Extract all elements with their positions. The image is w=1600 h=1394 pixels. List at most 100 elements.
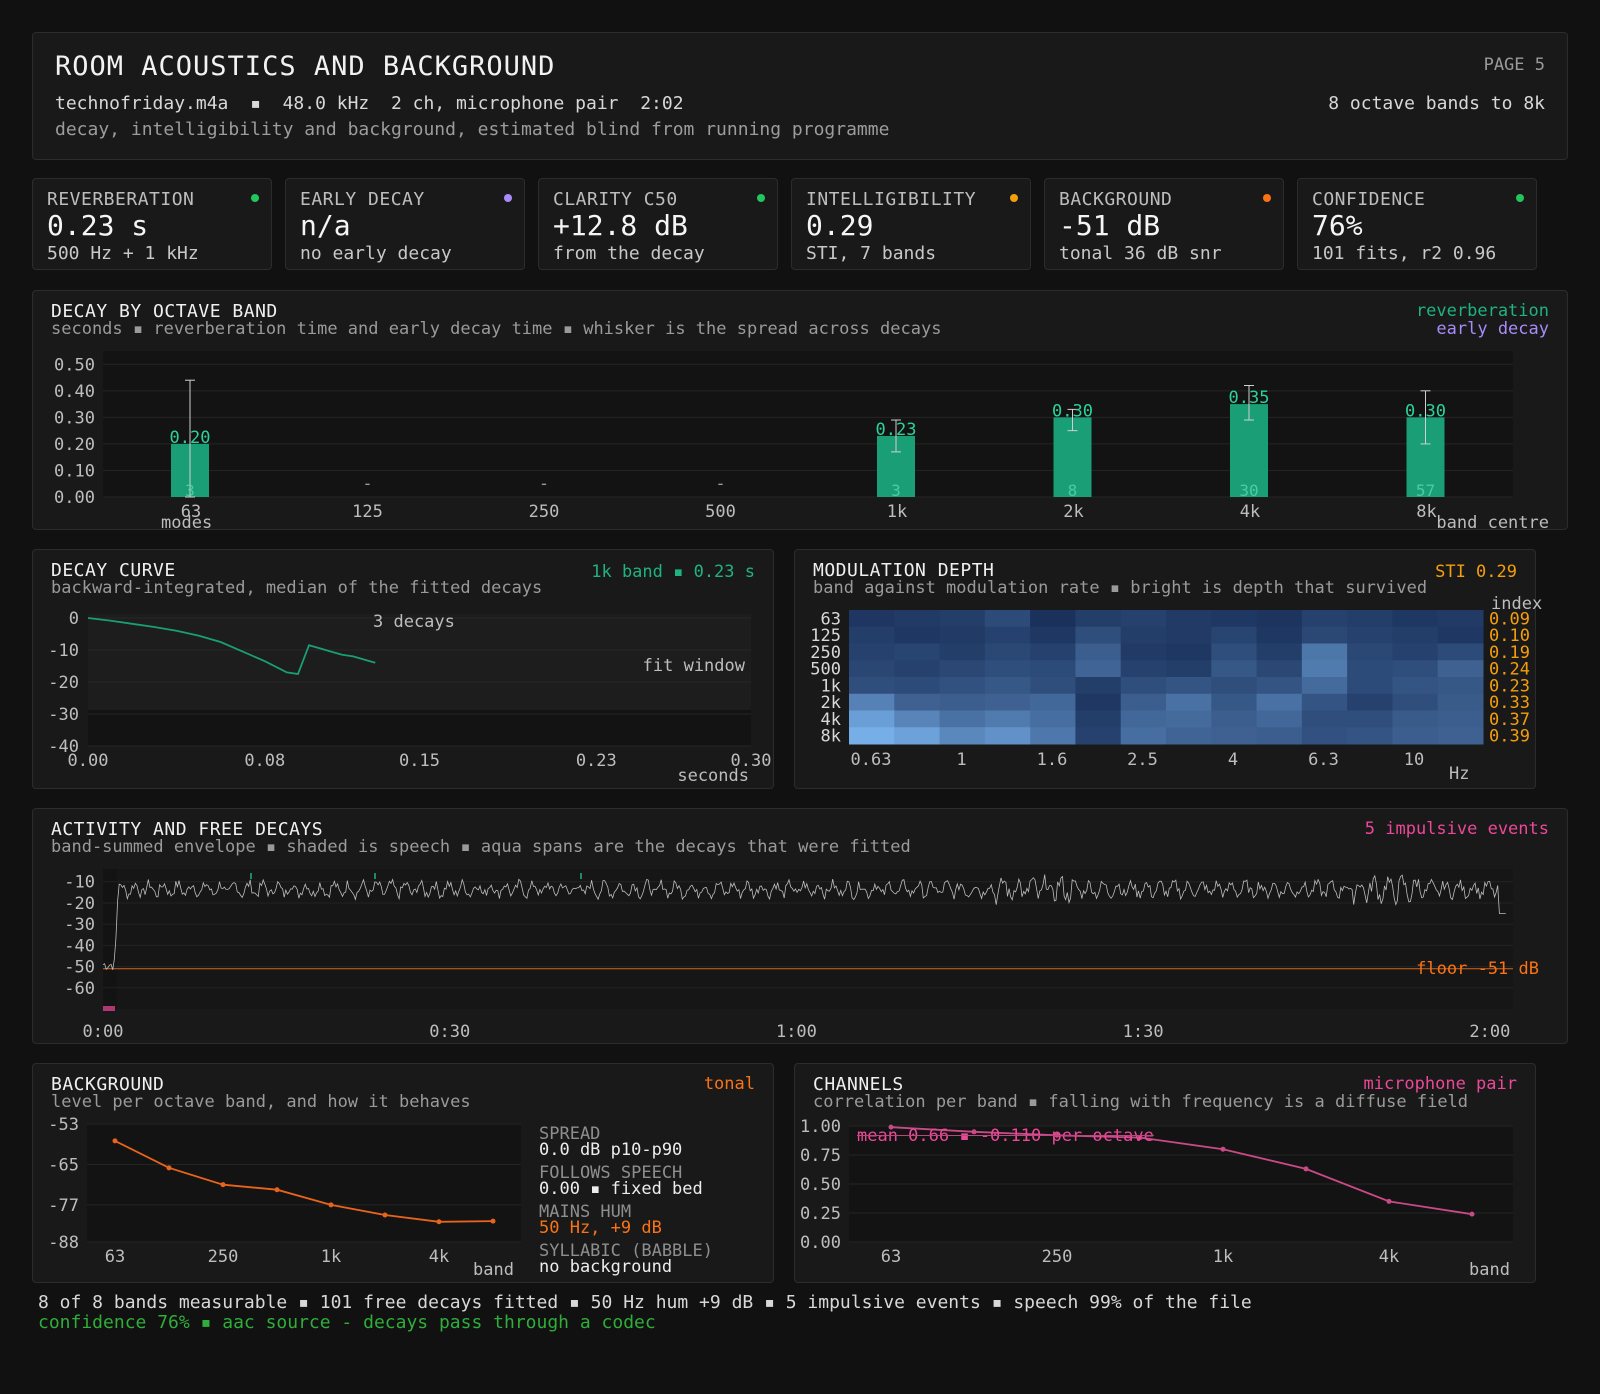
- heatmap-cell: [1347, 727, 1393, 745]
- footer-summary: 8 of 8 bands measurable ▪ 101 free decay…: [38, 1292, 1252, 1313]
- status-dot-icon: [1516, 194, 1524, 202]
- heatmap-cell: [1347, 693, 1393, 711]
- heatmap-cell: [1256, 710, 1303, 728]
- y-tick-label: -60: [64, 979, 95, 999]
- channels-mean-label: mean 0.66 ▪ -0.110 per octave: [857, 1126, 1154, 1146]
- background-stat-value: no background: [539, 1257, 673, 1277]
- activity-panel: ACTIVITY AND FREE DECAYS band-summed env…: [32, 808, 1568, 1044]
- y-tick-label: 0.50: [800, 1175, 841, 1195]
- page-title: ROOM ACOUSTICS AND BACKGROUND: [55, 51, 556, 82]
- status-dot-icon: [1010, 194, 1018, 202]
- background-level-line: [114, 1140, 494, 1223]
- heatmap-cell: [1120, 710, 1167, 728]
- x-tick-label: 0:30: [429, 1022, 470, 1042]
- background-level-point: [274, 1187, 280, 1193]
- background-level-point: [328, 1202, 334, 1208]
- heatmap-cell: [1166, 710, 1212, 728]
- decay-curve-panel: DECAY CURVE backward-integrated, median …: [32, 549, 774, 789]
- heatmap-cell: [1211, 693, 1258, 711]
- background-level-point: [436, 1219, 442, 1225]
- stat-card-note: tonal 36 dB snr: [1059, 243, 1222, 264]
- x-tick-label: 1: [956, 750, 966, 770]
- heatmap-cell: [1075, 626, 1122, 644]
- heatmap-cell: [1256, 643, 1303, 661]
- stat-card: BACKGROUND -51 dB tonal 36 dB snr: [1044, 178, 1284, 270]
- decay-band-chart: 0.00 0.10 0.20 0.30 0.40 0.50 63 0.20 3 125 - 250 - 5…: [54, 351, 1513, 522]
- heatmap-cell: [984, 660, 1031, 678]
- stat-card-value: +12.8 dB: [553, 209, 688, 242]
- background-title: BACKGROUND: [51, 1074, 165, 1095]
- heatmap-cell: [1075, 727, 1122, 745]
- heatmap-cell: [849, 727, 895, 745]
- correlation-point: [1137, 1135, 1143, 1141]
- heatmap-cell: [849, 693, 895, 711]
- heatmap-cell: [1075, 693, 1122, 711]
- stat-card-label: CONFIDENCE: [1312, 189, 1426, 210]
- heatmap-cell: [1437, 610, 1484, 628]
- y-tick-label: -88: [48, 1233, 79, 1253]
- activity-title: ACTIVITY AND FREE DECAYS: [51, 819, 324, 840]
- bar-value-label: 0.30: [1052, 401, 1093, 421]
- status-dot-icon: [251, 194, 259, 202]
- decay-count-label: 3: [891, 481, 901, 500]
- heatmap-cell: [849, 626, 895, 644]
- heatmap-cell: [1392, 643, 1439, 661]
- channels-subtitle: correlation per band ▪ falling with freq…: [813, 1092, 1469, 1112]
- y-tick-label: -40: [64, 936, 95, 956]
- stat-card-note: from the decay: [553, 243, 705, 264]
- x-tick-label: 1:30: [1123, 1022, 1164, 1042]
- row-label: 8k: [821, 727, 841, 747]
- plot-area: [103, 351, 1513, 497]
- heatmap-cell: [939, 660, 986, 678]
- x-tick-label: 2:00: [1469, 1022, 1510, 1042]
- heatmap-cell: [1166, 626, 1212, 644]
- decay-band-panel: DECAY BY OCTAVE BAND seconds ▪ reverbera…: [32, 290, 1568, 533]
- heatmap-cell: [1166, 660, 1212, 678]
- heatmap-cell: [1347, 660, 1393, 678]
- page-number: PAGE 5: [1483, 55, 1545, 75]
- heatmap-cell: [1392, 660, 1439, 678]
- stat-card-note: no early decay: [300, 243, 452, 264]
- heatmap-cell: [1256, 693, 1303, 711]
- background-band-label: band: [473, 1260, 514, 1280]
- x-tick-label: 125: [352, 502, 383, 522]
- heatmap-cell: [939, 643, 986, 661]
- heatmap-cell: [894, 643, 941, 661]
- band-centre-label: band centre: [1436, 513, 1549, 533]
- stat-card-label: REVERBERATION: [47, 189, 195, 210]
- heatmap-cell: [1211, 626, 1258, 644]
- heatmap-cell: [1392, 727, 1439, 745]
- index-value: 0.24: [1489, 660, 1530, 680]
- x-tick-label: 0.30: [731, 751, 772, 771]
- heatmap-cell: [1120, 727, 1167, 745]
- index-value: 0.23: [1489, 676, 1530, 696]
- header-panel: ROOM ACOUSTICS AND BACKGROUND PAGE 5 tec…: [32, 32, 1568, 160]
- x-tick-label: 0.63: [851, 750, 892, 770]
- index-value: 0.09: [1489, 609, 1530, 629]
- y-tick-label: -20: [64, 894, 95, 914]
- modulation-panel: MODULATION DEPTH band against modulation…: [794, 549, 1542, 789]
- x-tick-label: 4k: [429, 1247, 449, 1267]
- fit-window-label: fit window: [642, 656, 745, 676]
- channels-title: CHANNELS: [813, 1074, 904, 1095]
- heatmap-cell: [894, 660, 941, 678]
- heatmap-cell: [939, 727, 986, 745]
- x-tick-label: 1.6: [1037, 750, 1068, 770]
- heatmap-cell: [939, 710, 986, 728]
- heatmap-cell: [984, 610, 1031, 628]
- heatmap-cell: [1437, 710, 1484, 728]
- page-description: decay, intelligibility and background, e…: [55, 119, 890, 140]
- correlation-point: [1386, 1198, 1392, 1204]
- impulsive-events-tag: 5 impulsive events: [1364, 819, 1549, 839]
- decay-count-label: 30: [1239, 481, 1258, 500]
- x-tick-label: 1k: [1213, 1247, 1233, 1267]
- correlation-point: [971, 1129, 977, 1135]
- row-label: 4k: [821, 710, 841, 730]
- y-tick-label: 0.40: [54, 382, 95, 402]
- seconds-label: seconds: [677, 766, 749, 786]
- heatmap-cell: [939, 626, 986, 644]
- stat-card-value: 0.23 s: [47, 209, 149, 242]
- heatmap-cell: [1120, 610, 1167, 628]
- y-tick-label: 0.10: [54, 461, 95, 481]
- band-info: 8 octave bands to 8k: [1328, 93, 1545, 114]
